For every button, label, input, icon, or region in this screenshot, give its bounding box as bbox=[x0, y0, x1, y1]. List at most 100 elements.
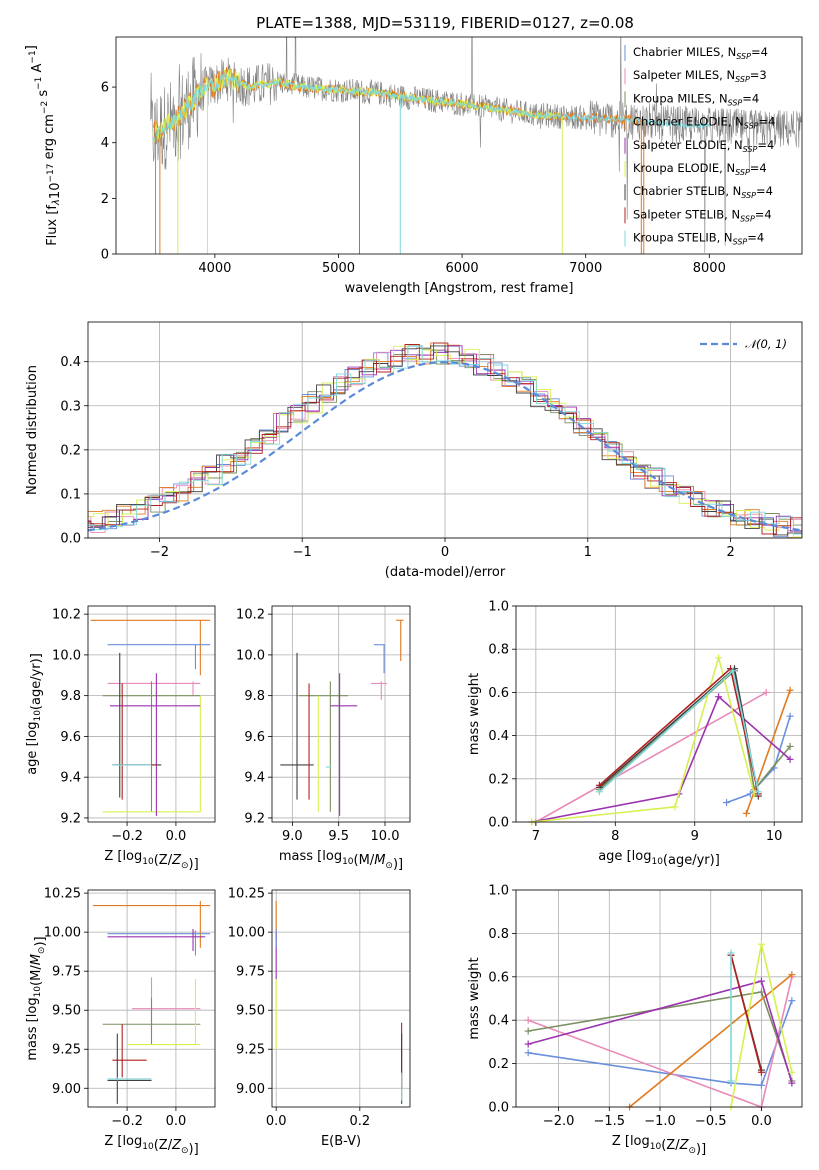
y-axis-label: mass [log10(M/M⊙)] bbox=[25, 936, 48, 1060]
y-tick-label: 4 bbox=[101, 136, 109, 151]
legend-entry: Salpeter MILES, NSSP=3 bbox=[633, 68, 767, 84]
label-part: (M/ bbox=[354, 853, 375, 868]
y-tick-label: 9.75 bbox=[236, 965, 265, 980]
x-tick-label: 0 bbox=[441, 545, 449, 560]
legend-tail: =4 bbox=[755, 207, 772, 221]
x-axis-label: wavelength [Angstrom, rest frame] bbox=[345, 281, 574, 296]
label-sub: 10 bbox=[142, 857, 154, 867]
label-sub: ⊙ bbox=[181, 861, 189, 871]
label-part: log bbox=[630, 1134, 650, 1149]
y-tick-label: 9.25 bbox=[236, 1043, 265, 1058]
y-tick-label: 1.0 bbox=[488, 600, 509, 615]
legend-tail: =4 bbox=[759, 115, 776, 129]
y-axis-label: mass weight bbox=[467, 673, 482, 755]
legend-sub: SSP bbox=[740, 214, 755, 223]
legend-entry: Salpeter ELODIE, NSSP=4 bbox=[633, 138, 774, 154]
y-axis-label: Normed distribution bbox=[25, 365, 40, 495]
histograms bbox=[88, 342, 802, 538]
legend-tail: =4 bbox=[742, 91, 759, 105]
y-tick-label: 9.4 bbox=[244, 771, 265, 786]
label-part: (age/yr)] bbox=[29, 653, 44, 710]
label-part: Z bbox=[171, 1138, 182, 1153]
y-tick-label: 9.6 bbox=[60, 730, 81, 745]
y-tick-label: 10.25 bbox=[228, 887, 265, 902]
figure-title: PLATE=1388, MJD=53119, FIBERID=0127, z=0… bbox=[256, 14, 634, 32]
x-axis-label: Z [log10(Z/Z⊙)] bbox=[104, 1134, 198, 1157]
y-tick-label: 0.8 bbox=[488, 927, 509, 942]
x-tick-label: 9.0 bbox=[282, 829, 303, 844]
errorbars bbox=[275, 900, 403, 1104]
label-part: Z [ bbox=[612, 1134, 630, 1149]
x-axis-label: Z [log10(Z/Z⊙)] bbox=[612, 1134, 706, 1157]
label-part: mass weight bbox=[467, 673, 482, 755]
legend-tail: =4 bbox=[747, 231, 764, 245]
x-tick-label: −1 bbox=[293, 545, 312, 560]
mass-weight-line bbox=[531, 695, 791, 823]
label-part: ] bbox=[24, 45, 39, 50]
y-tick-label: 10.25 bbox=[44, 887, 81, 902]
x-tick-label: −1.5 bbox=[594, 1114, 626, 1129]
label-part: Z bbox=[679, 1138, 690, 1153]
label-part: A bbox=[30, 63, 45, 76]
label-sub: ⊙ bbox=[37, 947, 47, 955]
y-tick-label: 0.4 bbox=[60, 355, 81, 370]
x-axis-label: age [log10(age/yr)] bbox=[598, 849, 720, 868]
label-part: )] bbox=[189, 857, 199, 872]
legend-text: Kroupa MILES, N bbox=[633, 91, 728, 105]
spectrum-lines bbox=[150, 37, 802, 254]
legend-sub: SSP bbox=[735, 168, 750, 177]
label-sub: 10 bbox=[33, 710, 43, 722]
legend-sub: SSP bbox=[735, 75, 750, 84]
label-part: Flux [f bbox=[45, 205, 60, 246]
y-tick-label: 0.2 bbox=[488, 772, 509, 787]
label-part: (Z/ bbox=[154, 853, 173, 868]
x-tick-label: 0.0 bbox=[166, 829, 187, 844]
legend-entry: Chabrier MILES, NSSP=4 bbox=[633, 45, 768, 61]
label-part: age [ bbox=[598, 849, 631, 864]
legend-sub: SSP bbox=[744, 122, 759, 131]
legend-text: Salpeter STELIB, N bbox=[633, 207, 740, 221]
x-tick-label: 0.0 bbox=[166, 1114, 187, 1129]
legend-text: Kroupa STELIB, N bbox=[633, 231, 733, 245]
legend-text: Chabrier STELIB, N bbox=[633, 184, 741, 198]
x-tick-label: 4000 bbox=[198, 261, 231, 276]
x-tick-label: 10 bbox=[766, 829, 783, 844]
label-part: Normed distribution bbox=[25, 365, 40, 495]
y-tick-label: 10.0 bbox=[236, 648, 265, 663]
x-tick-label: −2 bbox=[150, 545, 169, 560]
y-tick-label: 0.4 bbox=[488, 1014, 509, 1029]
errorbars bbox=[92, 900, 211, 1104]
y-tick-label: 9.8 bbox=[60, 689, 81, 704]
legend-tail: =4 bbox=[756, 184, 773, 198]
label-part: )] bbox=[33, 936, 48, 946]
x-tick-label: 5000 bbox=[322, 261, 355, 276]
y-tick-label: 0.6 bbox=[488, 686, 509, 701]
x-tick-label: 0.0 bbox=[751, 1114, 772, 1129]
x-tick-label: 6000 bbox=[446, 261, 479, 276]
age_vs_mass-panel: 9.0 9.5 10.0 9.2 9.4 9.6 9.8 10.0 10.2 mass [log1… bbox=[236, 605, 411, 872]
x-tick-label: 9.5 bbox=[328, 829, 349, 844]
y-tick-label: 9.25 bbox=[52, 1043, 81, 1058]
y-tick-label: 9.2 bbox=[60, 811, 81, 826]
x-tick-label: −2.0 bbox=[543, 1114, 575, 1129]
x-tick-label: 0.0 bbox=[266, 1114, 287, 1129]
label-sub: 10 bbox=[651, 857, 663, 867]
label-part: M bbox=[29, 954, 44, 965]
y-axis-label: mass weight bbox=[467, 957, 482, 1039]
label-part: Z [ bbox=[104, 849, 122, 864]
y-tick-label: 0.4 bbox=[488, 729, 509, 744]
legend-entry: Chabrier STELIB, NSSP=4 bbox=[633, 184, 773, 200]
y-tick-label: 0.2 bbox=[60, 443, 81, 458]
label-sub: ⊙ bbox=[181, 1146, 189, 1156]
y-tick-label: 9.2 bbox=[244, 811, 265, 826]
legend-tail: =4 bbox=[750, 161, 767, 175]
y-tick-label: 10.0 bbox=[52, 648, 81, 663]
normal-curve bbox=[88, 360, 802, 532]
y-tick-label: 0.0 bbox=[488, 1101, 509, 1116]
y-tick-label: 9.50 bbox=[236, 1004, 265, 1019]
mass_vs_ebv-panel: 0.0 0.2 9.00 9.25 9.50 9.75 10.00 10.25 E(B-V) bbox=[228, 887, 411, 1149]
legend-tail: =4 bbox=[751, 45, 768, 59]
y-axis-label: Flux [fλ10−17 erg cm−2 s−1 A−1] bbox=[24, 45, 63, 246]
